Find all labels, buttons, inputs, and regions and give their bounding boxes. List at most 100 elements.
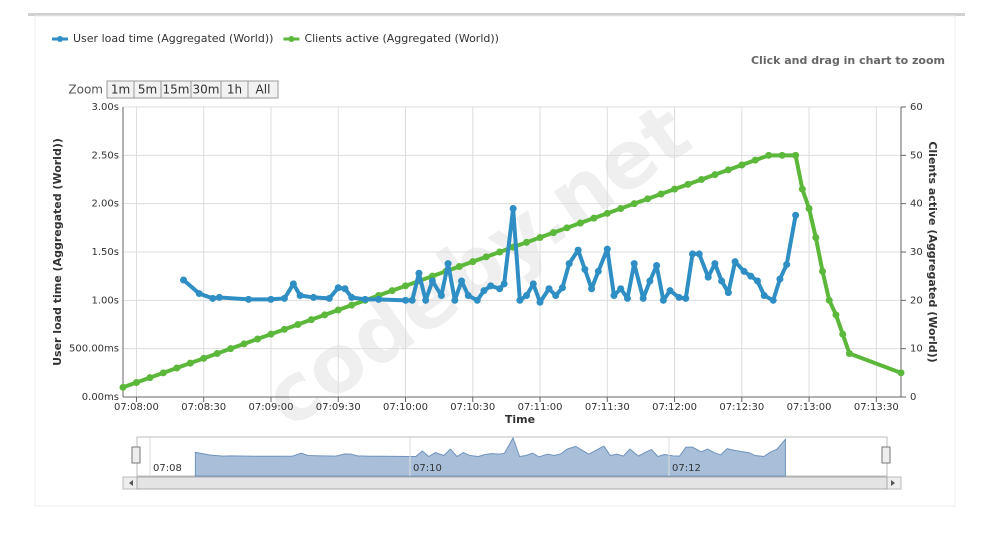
data-point [819,267,827,275]
x-tick-label: 07:11:00 [518,402,563,413]
data-point [738,161,746,169]
data-point [209,294,217,302]
data-point [213,350,221,357]
y2-tick-label: 40 [910,199,923,210]
x-tick-label: 07:08:30 [181,402,226,413]
navigator-label: 07:12 [672,463,701,474]
data-point [552,292,560,299]
data-point [341,285,349,293]
data-point [812,234,820,241]
data-point [294,321,302,328]
data-point [523,238,531,246]
navigator-handle-left[interactable] [131,446,141,464]
data-point [267,295,275,303]
zoom-button-label: 30m [193,83,220,97]
scrollbar-thumb[interactable] [136,476,888,490]
x-tick-label: 07:08:00 [114,402,159,413]
data-point [697,176,705,183]
data-point [464,292,472,299]
data-point [792,211,800,219]
navigator-area [194,436,786,477]
data-point [437,292,445,299]
data-point [630,200,638,208]
data-point [839,330,847,338]
x-tick-label: 07:10:00 [383,402,428,413]
data-point [623,294,631,302]
data-point [718,277,726,285]
data-point [549,229,557,237]
zoom-button[interactable] [247,80,279,99]
data-point [415,269,423,277]
x-tick-label: 07:10:30 [450,402,495,413]
data-point [688,250,696,258]
data-point [444,260,452,268]
data-point [751,156,759,164]
zoom-button-label: 5m [138,83,157,97]
data-point [523,292,531,299]
data-point [348,301,356,309]
scroll-left-arrow[interactable] [129,480,133,486]
y-tick-label: 500.00ms [69,344,119,355]
data-point [227,345,235,353]
data-point [778,151,786,159]
data-point [496,248,504,256]
legend-label[interactable]: Clients active (Aggregated (World)) [304,32,499,45]
data-point [536,234,544,241]
data-point [610,292,618,299]
navigator-handle-right[interactable] [881,446,891,464]
data-point [422,296,430,304]
data-point [451,296,459,304]
legend-marker [57,36,63,42]
data-point [617,205,625,212]
data-point [594,267,602,275]
data-point [754,277,762,285]
data-point [684,180,692,188]
data-point [563,224,571,232]
data-point [473,296,481,304]
x-tick-label: 07:12:00 [652,402,697,413]
navigator-label: 07:10 [413,463,442,474]
data-point [408,296,416,304]
data-point [428,272,436,280]
data-point [588,285,596,293]
data-point [482,253,490,261]
y-tick-label: 1.50s [92,247,119,258]
data-point [469,258,477,266]
data-point [267,330,275,338]
data-point [682,294,690,302]
data-point [487,282,495,290]
data-point [740,267,748,275]
y2-tick-label: 0 [910,392,916,403]
data-point [695,250,703,258]
x-tick-label: 07:09:00 [249,402,294,413]
y-tick-label: 2.50s [92,150,119,161]
legend-label[interactable]: User load time (Aggregated (World)) [73,32,273,45]
data-point [590,214,598,222]
data-point [348,293,356,301]
data-point [334,306,342,314]
data-point [644,195,652,203]
data-point [186,359,194,367]
y2-tick-label: 60 [910,102,923,113]
data-point [240,340,248,348]
data-point [119,383,127,391]
data-point [173,364,181,372]
data-point [897,369,905,377]
data-point [805,205,813,212]
data-point [581,265,589,273]
data-point [146,374,154,382]
data-point [375,295,383,303]
y-tick-label: 3.00s [92,102,119,113]
data-point [765,151,773,159]
data-point [536,298,544,306]
data-point [603,209,611,217]
data-point [280,325,288,333]
x-tick-label: 07:13:30 [854,402,899,413]
x-axis-title: Time [505,413,535,426]
data-point [529,280,537,288]
scroll-right-arrow[interactable] [891,480,895,486]
zoom-hint: Click and drag in chart to zoom [751,54,945,67]
data-point [646,277,654,285]
data-point [509,205,517,212]
